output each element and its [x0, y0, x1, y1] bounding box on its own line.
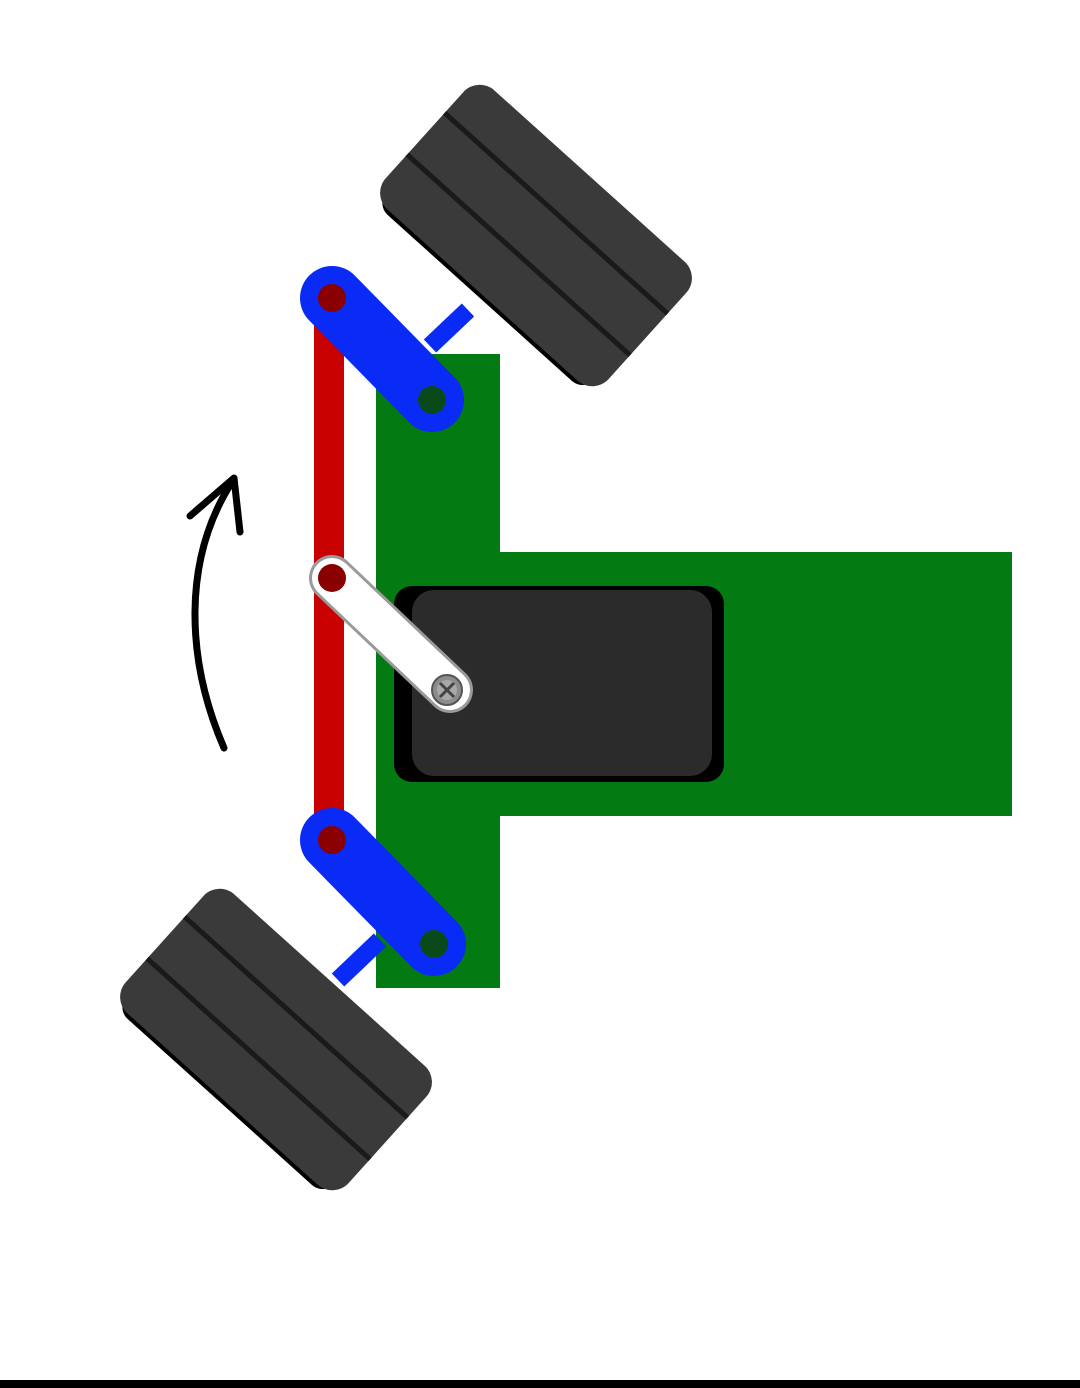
- rotation-arrow-shaft: [191, 478, 236, 752]
- upper-wheel-tire: [380, 84, 692, 387]
- lower-wheel-groove-1: [182, 915, 410, 1120]
- lower-steering-knuckle: [300, 808, 466, 976]
- servo-horn-pivot: [318, 564, 346, 592]
- upper-stub-axle: [423, 303, 475, 353]
- servo-horn-arm: [312, 558, 470, 710]
- lower-tie-rod-pivot: [318, 826, 346, 854]
- upper-steering-knuckle: [300, 266, 464, 432]
- lower-stub-axle: [331, 933, 387, 987]
- servo-horn: [309, 555, 473, 713]
- bottom-edge-bar: [0, 1380, 1080, 1388]
- lower-wheel: [120, 888, 432, 1191]
- curved-arrow-up-icon: [186, 474, 244, 752]
- lower-kingpin-pivot: [420, 930, 448, 958]
- upper-tie-rod-pivot: [318, 284, 346, 312]
- rotation-arrow-head: [186, 474, 244, 536]
- lower-wheel-tire: [120, 888, 432, 1191]
- lower-wheel-groove-2: [145, 956, 372, 1162]
- upper-wheel-groove-1: [442, 111, 670, 316]
- upper-kingpin-pivot: [418, 386, 446, 414]
- servo-body-inner: [412, 590, 712, 776]
- upper-wheel: [380, 84, 692, 387]
- upper-wheel-groove-2: [405, 152, 632, 358]
- phillips-screw-icon: [431, 674, 463, 706]
- servo-motor: [394, 586, 724, 782]
